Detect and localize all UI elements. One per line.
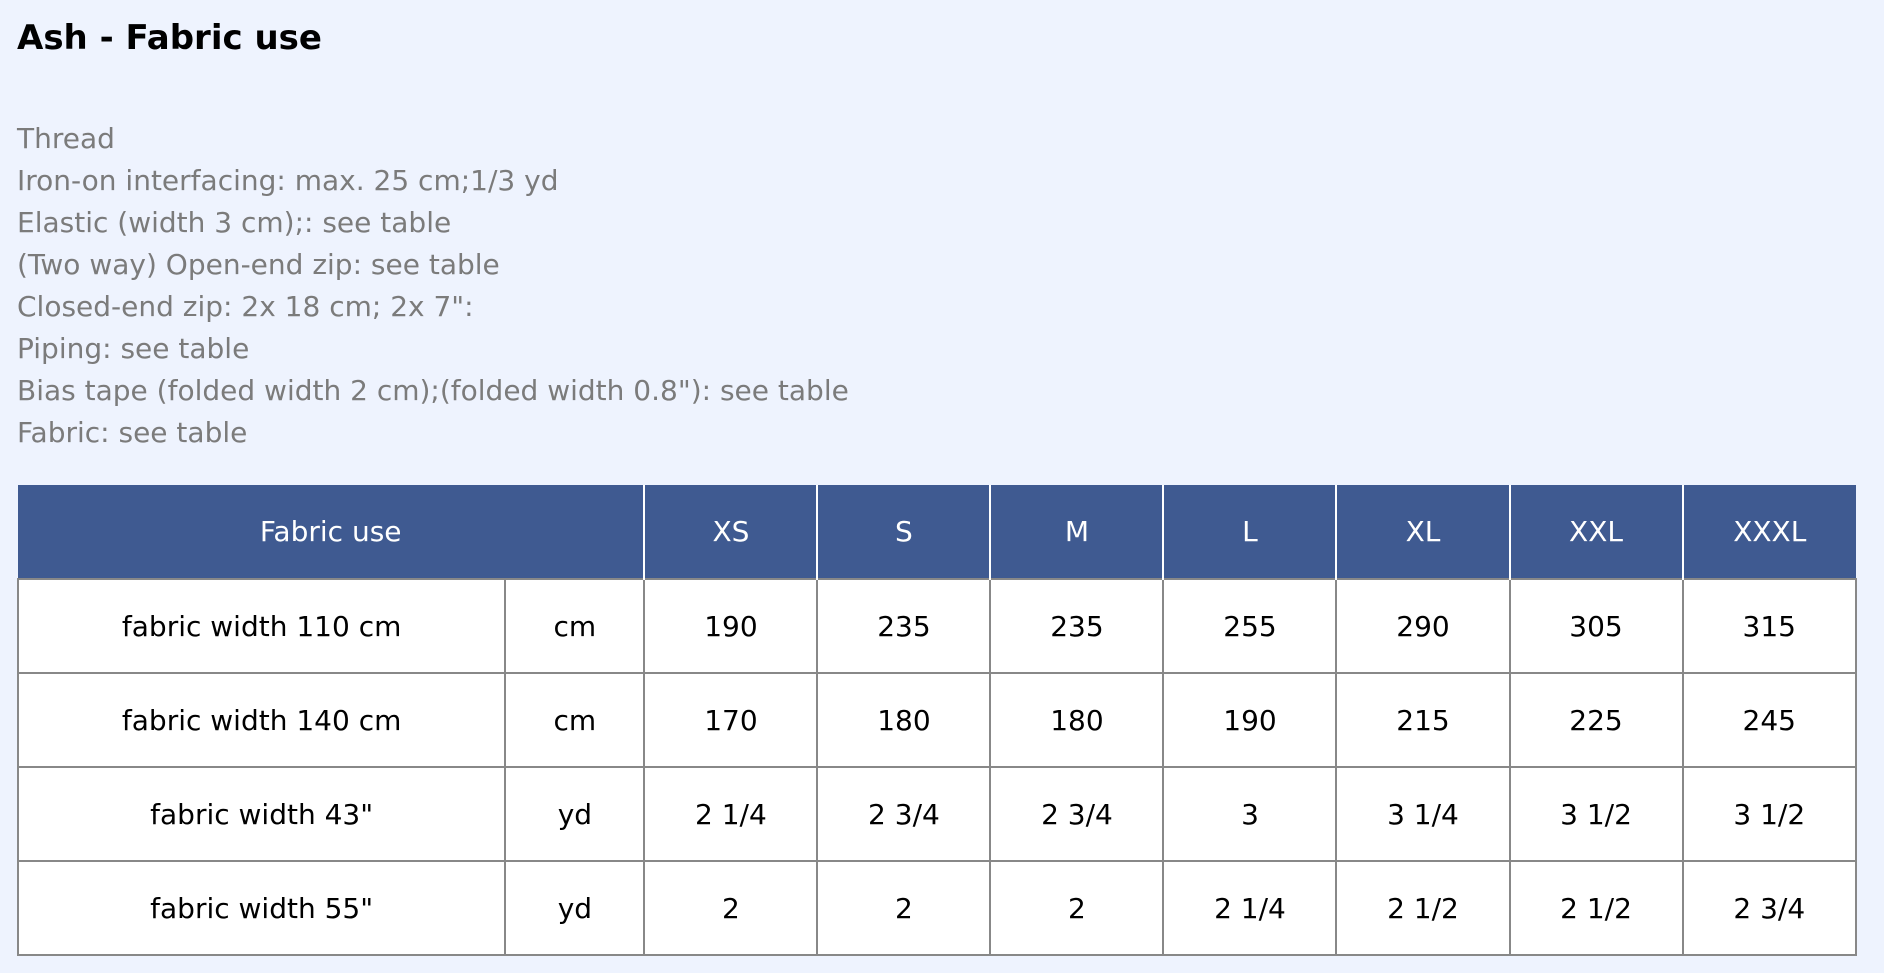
column-header: L — [1163, 485, 1338, 579]
unit-cell: yd — [504, 766, 646, 862]
column-header: XXXL — [1682, 485, 1856, 579]
header-row: Fabric use XS S M L XL XXL XXXL — [18, 485, 1856, 579]
value-cell: 3 1/4 — [1335, 766, 1511, 862]
value-cell: 190 — [643, 578, 819, 674]
note-line: Thread — [17, 122, 115, 155]
value-cell: 2 1/4 — [1162, 860, 1338, 956]
value-cell: 2 — [816, 860, 992, 956]
table-row: fabric width 140 cm cm 170 180 180 190 215 225 2… — [16, 672, 1858, 768]
note-line: Closed-end zip: 2x 18 cm; 2x 7": — [17, 290, 474, 323]
unit-cell: yd — [504, 860, 646, 956]
page-title: Ash - Fabric use — [17, 18, 322, 58]
unit-cell: cm — [504, 578, 646, 674]
row-label: fabric width 110 cm — [16, 578, 507, 674]
value-cell: 190 — [1162, 672, 1338, 768]
column-header: S — [817, 485, 992, 579]
value-cell: 2 1/2 — [1508, 860, 1684, 956]
notes-list: Thread Iron-on interfacing: max. 25 cm;1/… — [17, 118, 849, 454]
table-row: fabric width 43" yd 2 1/4 2 3/4 2 3/4 3 3 1/4 3… — [16, 766, 1858, 862]
value-cell: 3 1/2 — [1681, 766, 1858, 862]
value-cell: 2 — [989, 860, 1165, 956]
value-cell: 290 — [1335, 578, 1511, 674]
value-cell: 215 — [1335, 672, 1511, 768]
value-cell: 305 — [1508, 578, 1684, 674]
row-label: fabric width 55" — [16, 860, 507, 956]
value-cell: 2 — [643, 860, 819, 956]
unit-cell: cm — [504, 672, 646, 768]
column-header: XXL — [1509, 485, 1684, 579]
note-line: Elastic (width 3 cm);: see table — [17, 206, 452, 239]
table-row: fabric width 110 cm cm 190 235 235 255 290 305 3… — [16, 578, 1858, 674]
column-header: M — [990, 485, 1165, 579]
note-line: (Two way) Open-end zip: see table — [17, 248, 500, 281]
note-line: Fabric: see table — [17, 416, 248, 449]
note-line: Iron-on interfacing: max. 25 cm;1/3 yd — [17, 164, 559, 197]
table-body: fabric width 110 cm cm 190 235 235 255 290 305 3… — [16, 578, 1858, 956]
value-cell: 3 — [1162, 766, 1338, 862]
value-cell: 2 3/4 — [816, 766, 992, 862]
value-cell: 2 1/4 — [643, 766, 819, 862]
note-line: Piping: see table — [17, 332, 250, 365]
value-cell: 2 1/2 — [1335, 860, 1511, 956]
value-cell: 3 1/2 — [1508, 766, 1684, 862]
table-row: fabric width 55" yd 2 2 2 2 1/4 2 1/2 2 1/2 2 3/… — [16, 860, 1858, 956]
row-label: fabric width 140 cm — [16, 672, 507, 768]
value-cell: 255 — [1162, 578, 1338, 674]
value-cell: 180 — [989, 672, 1165, 768]
column-header: XS — [644, 485, 819, 579]
value-cell: 2 3/4 — [989, 766, 1165, 862]
row-label: fabric width 43" — [16, 766, 507, 862]
value-cell: 235 — [989, 578, 1165, 674]
value-cell: 235 — [816, 578, 992, 674]
value-cell: 180 — [816, 672, 992, 768]
column-header: Fabric use — [18, 485, 646, 579]
value-cell: 225 — [1508, 672, 1684, 768]
value-cell: 2 3/4 — [1681, 860, 1858, 956]
value-cell: 245 — [1681, 672, 1858, 768]
value-cell: 315 — [1681, 578, 1858, 674]
fabric-table: Fabric use XS S M L XL XXL XXXL fabric width 11… — [16, 485, 1858, 956]
column-header: XL — [1336, 485, 1511, 579]
note-line: Bias tape (folded width 2 cm);(folded wi… — [17, 374, 849, 407]
value-cell: 170 — [643, 672, 819, 768]
